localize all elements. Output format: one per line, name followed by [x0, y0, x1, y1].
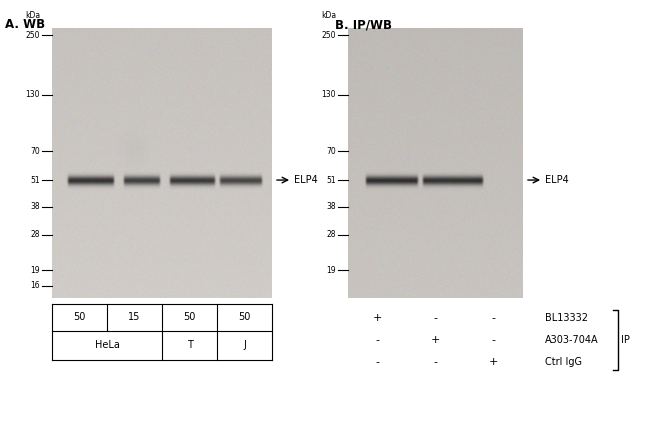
Text: 38: 38 — [326, 202, 336, 211]
Text: 130: 130 — [322, 90, 336, 99]
Text: kDa: kDa — [25, 11, 40, 20]
Text: T: T — [187, 340, 192, 350]
Text: -: - — [434, 357, 437, 367]
Text: 250: 250 — [322, 30, 336, 39]
Text: 51: 51 — [326, 176, 336, 184]
Text: 50: 50 — [183, 312, 196, 322]
Text: ELP4: ELP4 — [294, 175, 318, 185]
Text: -: - — [492, 313, 496, 323]
Text: 50: 50 — [239, 312, 251, 322]
Text: +: + — [372, 313, 382, 323]
Text: +: + — [431, 335, 440, 345]
Text: A303-704A: A303-704A — [545, 335, 599, 345]
Text: J: J — [243, 340, 246, 350]
Text: 38: 38 — [31, 202, 40, 211]
Text: 50: 50 — [73, 312, 86, 322]
Text: IP: IP — [621, 335, 630, 345]
Text: 15: 15 — [128, 312, 140, 322]
Text: -: - — [492, 335, 496, 345]
Text: HeLa: HeLa — [94, 340, 120, 350]
Text: -: - — [375, 357, 379, 367]
Text: B. IP/WB: B. IP/WB — [335, 18, 392, 31]
Text: 28: 28 — [31, 230, 40, 239]
Text: 19: 19 — [326, 266, 336, 275]
Text: -: - — [434, 313, 437, 323]
Text: kDa: kDa — [321, 11, 336, 20]
Text: ELP4: ELP4 — [545, 175, 569, 185]
Text: -: - — [375, 335, 379, 345]
Text: 51: 51 — [31, 176, 40, 184]
Text: A. WB: A. WB — [5, 18, 45, 31]
Text: 130: 130 — [25, 90, 40, 99]
Text: 28: 28 — [326, 230, 336, 239]
Text: 250: 250 — [25, 30, 40, 39]
Text: 16: 16 — [31, 281, 40, 290]
Text: 70: 70 — [326, 147, 336, 156]
Text: +: + — [489, 357, 499, 367]
Text: Ctrl IgG: Ctrl IgG — [545, 357, 582, 367]
Text: 19: 19 — [31, 266, 40, 275]
Text: 70: 70 — [31, 147, 40, 156]
Text: BL13332: BL13332 — [545, 313, 588, 323]
